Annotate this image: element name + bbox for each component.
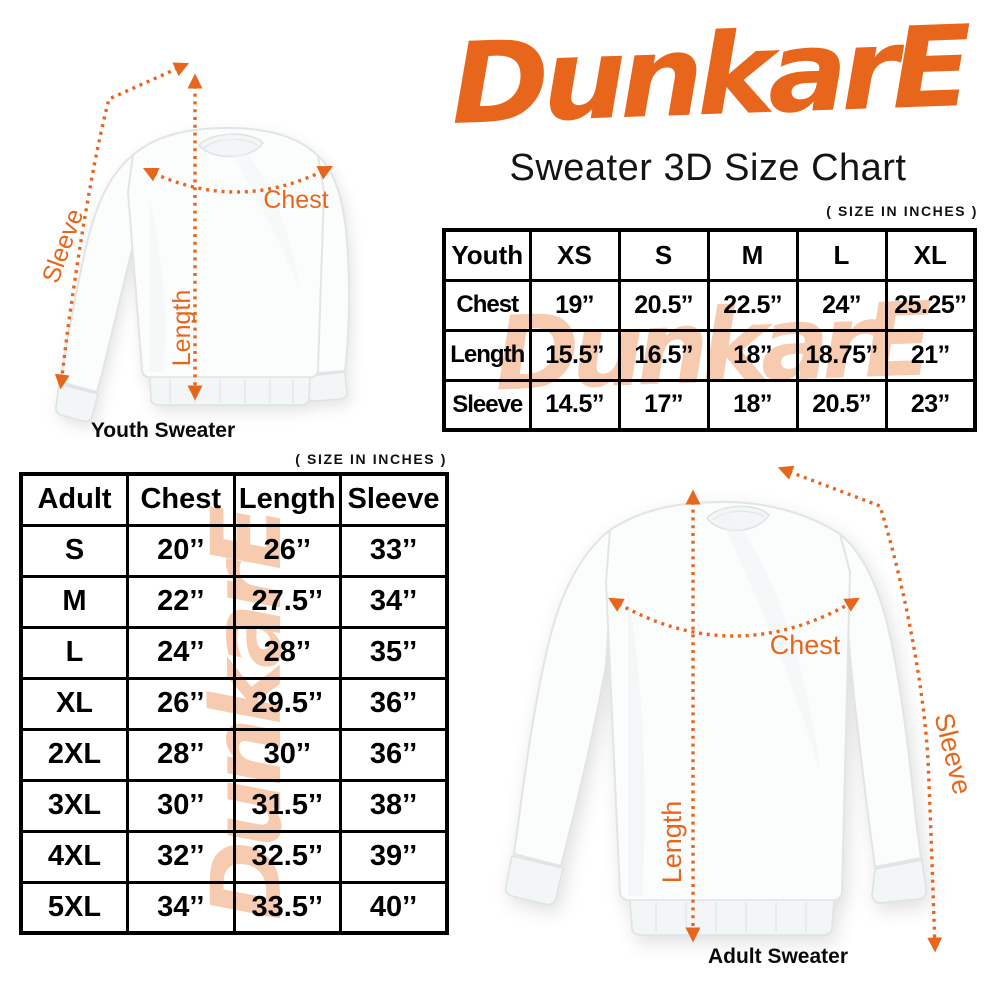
value-cell: 36’’ <box>339 676 449 731</box>
value-cell: 30’’ <box>126 778 236 833</box>
youth-size-table: Youth XS S M L XL Chest 19’’ 20.5’’ 22.5’’ 24’’ 25.… <box>442 228 977 432</box>
table-header-cell: M <box>706 228 799 282</box>
value-cell: 18.75’’ <box>795 328 888 382</box>
row-label-cell: XL <box>19 676 129 731</box>
adult-size-table-section: DunkarE Adult Chest Length Sleeve S 20’’ 26’’ 3… <box>19 472 449 953</box>
value-cell: 20.5’’ <box>795 378 888 432</box>
youth-length-label: Length <box>168 290 196 366</box>
row-label-cell: Length <box>442 328 532 382</box>
adult-caption: Adult Sweater <box>707 945 849 968</box>
table-header-row: Adult Chest Length Sleeve <box>19 472 449 527</box>
value-cell: 14.5’’ <box>528 378 621 432</box>
value-cell: 20’’ <box>126 523 236 578</box>
value-cell: 28’’ <box>232 625 342 680</box>
row-label-cell: 5XL <box>19 880 129 935</box>
table-header-cell: S <box>617 228 710 282</box>
youth-sweater-diagram: Sleeve Length Chest <box>37 62 351 423</box>
value-cell: 18’’ <box>706 378 799 432</box>
value-cell: 33’’ <box>339 523 449 578</box>
youth-chest-arrow <box>142 165 333 194</box>
table-row: L 24’’ 28’’ 35’’ <box>19 625 449 680</box>
value-cell: 38’’ <box>339 778 449 833</box>
table-header-cell: Length <box>232 472 342 527</box>
table-row: Sleeve 14.5’’ 17’’ 18’’ 20.5’’ 23’’ <box>442 378 977 432</box>
youth-sleeve-arrow <box>54 62 190 390</box>
table-header-cell: Adult <box>19 472 129 527</box>
value-cell: 24’’ <box>126 625 236 680</box>
value-cell: 32.5’’ <box>232 829 342 884</box>
value-cell: 23’’ <box>884 378 977 432</box>
page-title: Sweater 3D Size Chart <box>509 147 907 189</box>
table-header-row: Youth XS S M L XL <box>442 228 977 282</box>
youth-caption: Youth Sweater <box>90 419 236 442</box>
adult-chest-label: Chest <box>770 630 841 660</box>
table-row: Chest 19’’ 20.5’’ 22.5’’ 24’’ 25.25’’ <box>442 278 977 332</box>
row-label-cell: Sleeve <box>442 378 532 432</box>
adult-size-table: Adult Chest Length Sleeve S 20’’ 26’’ 33’’ M 22’’… <box>19 472 449 935</box>
table-header-cell: Sleeve <box>339 472 449 527</box>
row-label-cell: 4XL <box>19 829 129 884</box>
value-cell: 25.25’’ <box>884 278 977 332</box>
table-header-cell: Youth <box>442 228 532 282</box>
value-cell: 29.5’’ <box>232 676 342 731</box>
value-cell: 27.5’’ <box>232 574 342 629</box>
adult-length-label: Length <box>657 801 687 884</box>
adult-sleeve-label: Sleeve <box>928 710 977 797</box>
value-cell: 26’’ <box>126 676 236 731</box>
value-cell: 17’’ <box>617 378 710 432</box>
brand-logo: DunkarE <box>448 2 968 150</box>
row-label-cell: Chest <box>442 278 532 332</box>
table-row: 4XL 32’’ 32.5’’ 39’’ <box>19 829 449 884</box>
table-row: S 20’’ 26’’ 33’’ <box>19 523 449 578</box>
youth-chest-label: Chest <box>263 186 328 214</box>
row-label-cell: L <box>19 625 129 680</box>
value-cell: 20.5’’ <box>617 278 710 332</box>
value-cell: 26’’ <box>232 523 342 578</box>
value-cell: 19’’ <box>528 278 621 332</box>
table-header-cell: Chest <box>126 472 236 527</box>
row-label-cell: 2XL <box>19 727 129 782</box>
value-cell: 40’’ <box>339 880 449 935</box>
value-cell: 18’’ <box>706 328 799 382</box>
adult-sweater-illustration <box>504 500 927 936</box>
size-note-top: ( SIZE IN INCHES ) <box>826 203 978 219</box>
value-cell: 32’’ <box>126 829 236 884</box>
value-cell: 31.5’’ <box>232 778 342 833</box>
value-cell: 22.5’’ <box>706 278 799 332</box>
value-cell: 34’’ <box>339 574 449 629</box>
value-cell: 34’’ <box>126 880 236 935</box>
row-label-cell: 3XL <box>19 778 129 833</box>
value-cell: 33.5’’ <box>232 880 342 935</box>
value-cell: 36’’ <box>339 727 449 782</box>
value-cell: 30’’ <box>232 727 342 782</box>
value-cell: 16.5’’ <box>617 328 710 382</box>
table-row: XL 26’’ 29.5’’ 36’’ <box>19 676 449 731</box>
value-cell: 39’’ <box>339 829 449 884</box>
row-label-cell: M <box>19 574 129 629</box>
value-cell: 28’’ <box>126 727 236 782</box>
size-note-bottom: ( SIZE IN INCHES ) <box>295 451 447 467</box>
table-header-cell: XL <box>884 228 977 282</box>
value-cell: 15.5’’ <box>528 328 621 382</box>
youth-sweater-illustration <box>55 126 351 423</box>
table-row: 2XL 28’’ 30’’ 36’’ <box>19 727 449 782</box>
value-cell: 22’’ <box>126 574 236 629</box>
row-label-cell: S <box>19 523 129 578</box>
youth-size-table-section: DunkarE Youth XS S M L XL Chest 19’’ 20.5’’ 22.5’… <box>442 228 977 443</box>
table-header-cell: L <box>795 228 888 282</box>
value-cell: 24’’ <box>795 278 888 332</box>
value-cell: 21’’ <box>884 328 977 382</box>
table-header-cell: XS <box>528 228 621 282</box>
table-row: M 22’’ 27.5’’ 34’’ <box>19 574 449 629</box>
table-row: 5XL 34’’ 33.5’’ 40’’ <box>19 880 449 935</box>
table-row: Length 15.5’’ 16.5’’ 18’’ 18.75’’ 21’’ <box>442 328 977 382</box>
table-row: 3XL 30’’ 31.5’’ 38’’ <box>19 778 449 833</box>
value-cell: 35’’ <box>339 625 449 680</box>
adult-sweater-diagram: Length Chest Sleeve <box>504 465 978 953</box>
